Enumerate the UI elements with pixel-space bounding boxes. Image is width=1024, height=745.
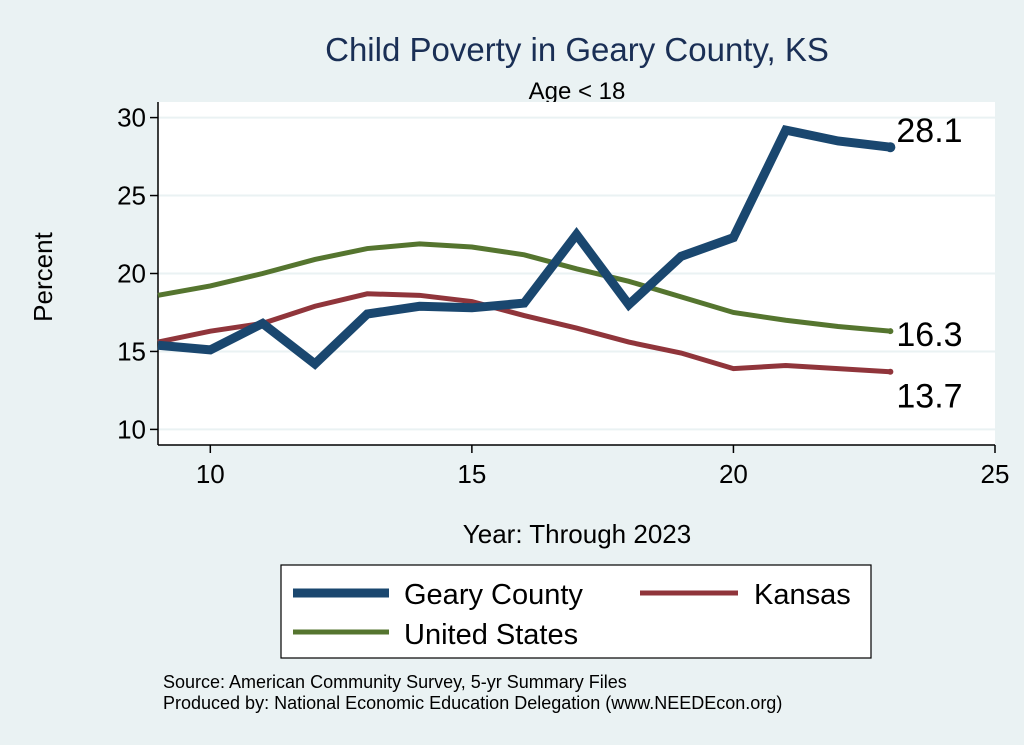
end-label-geary-county: 28.1	[896, 112, 962, 150]
chart-title: Child Poverty in Geary County, KS	[325, 31, 829, 68]
series-line-kansas	[157, 291, 891, 375]
y-tick-label-25: 25	[117, 181, 146, 211]
x-tick-label-25: 25	[981, 459, 1010, 489]
end-label-kansas: 13.7	[896, 378, 962, 416]
series-line-united-states	[157, 241, 891, 334]
x-tick-label-15: 15	[457, 459, 486, 489]
x-tick-label-10: 10	[196, 459, 225, 489]
y-tick-label-20: 20	[117, 259, 146, 289]
source-note: Source: American Community Survey, 5-yr …	[163, 672, 627, 692]
series-lines	[157, 124, 896, 375]
legend-label-geary: Geary County	[404, 579, 583, 611]
endpoint-united-states	[887, 328, 894, 335]
end-labels: 28.1 13.7 16.3	[896, 112, 962, 416]
legend-label-kansas: Kansas	[754, 579, 851, 611]
x-axis-title: Year: Through 2023	[463, 519, 691, 549]
endpoint-kansas	[887, 368, 894, 375]
x-axis-ticks: 10 15 20 25	[196, 445, 1010, 489]
series-line-geary-county	[157, 124, 891, 370]
y-tick-label-15: 15	[117, 336, 146, 366]
y-tick-label-10: 10	[117, 414, 146, 444]
legend: Geary County Kansas United States	[280, 564, 872, 659]
y-axis-title: Percent	[28, 231, 58, 321]
y-axis-ticks: 10 15 20 25 30	[117, 103, 158, 444]
legend-label-us: United States	[404, 619, 578, 651]
chart-subtitle: Age < 18	[529, 78, 626, 105]
producer-note: Produced by: National Economic Education…	[163, 693, 782, 713]
endpoint-geary-county	[885, 142, 896, 153]
y-tick-label-30: 30	[117, 103, 146, 133]
end-label-united-states: 16.3	[896, 316, 962, 354]
x-tick-label-20: 20	[719, 459, 748, 489]
legend-box	[280, 564, 872, 659]
